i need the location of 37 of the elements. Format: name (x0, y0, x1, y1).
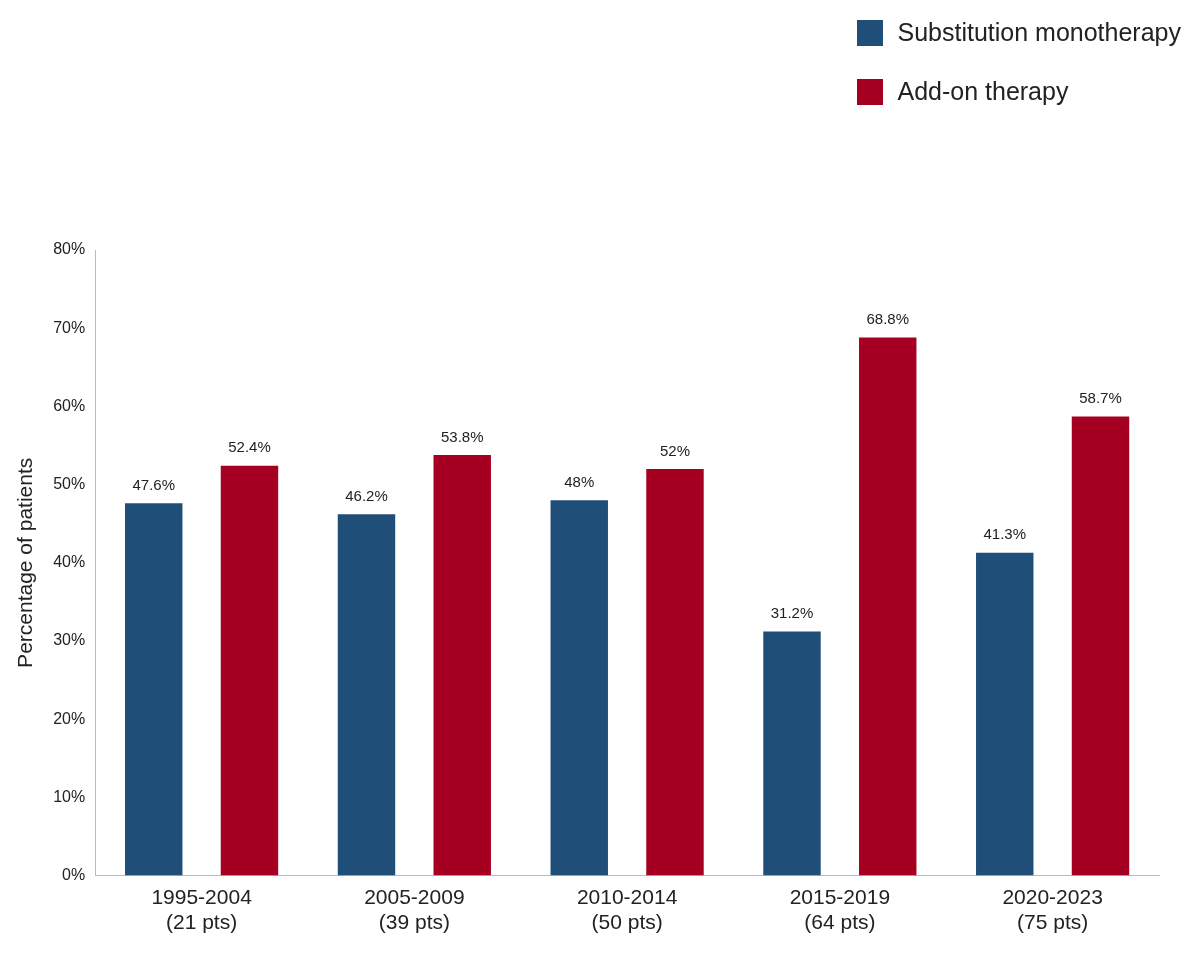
y-tick-label: 40% (53, 553, 86, 571)
data-label: 52.4% (228, 438, 271, 456)
bar (433, 454, 491, 876)
data-label: 41.3% (983, 525, 1027, 543)
data-label: 53.8% (440, 427, 484, 445)
data-label: 68.8% (866, 310, 910, 328)
x-tick-label: 2020-2023 (75 pts) (1002, 885, 1103, 934)
y-tick-label: 0% (62, 866, 86, 884)
y-tick-label: 20% (53, 709, 86, 727)
bar (337, 514, 396, 876)
bar (125, 503, 183, 876)
bar (763, 631, 821, 876)
y-tick-label: 30% (53, 631, 86, 649)
y-axis-title: Percentage of patients (13, 457, 37, 668)
y-tick-label: 70% (53, 318, 86, 336)
bar (646, 468, 704, 876)
bar (220, 465, 279, 876)
legend-label: Substitution monotherapy (897, 18, 1181, 47)
y-tick-label: 60% (53, 396, 86, 414)
x-tick-label: 2015-2019 (64 pts) (789, 885, 891, 934)
bar (859, 337, 917, 876)
y-tick-label: 80% (53, 240, 86, 258)
bar (550, 500, 608, 876)
data-label: 48% (564, 472, 595, 490)
x-tick-label: 2005-2009 (39 pts) (364, 885, 465, 934)
y-tick-label: 10% (53, 787, 86, 805)
x-tick-label: 1995-2004 (21 pts) (151, 885, 253, 934)
data-label: 58.7% (1079, 389, 1122, 407)
bar (1071, 416, 1130, 876)
legend-label: Add-on therapy (897, 77, 1069, 106)
data-label: 52% (659, 441, 690, 459)
bar (976, 552, 1034, 876)
data-label: 47.6% (132, 476, 175, 494)
x-tick-label: 2010-2014 (50 pts) (576, 885, 678, 934)
data-label: 46.2% (345, 486, 388, 504)
y-tick-label: 50% (53, 475, 86, 493)
data-label: 31.2% (770, 604, 814, 622)
